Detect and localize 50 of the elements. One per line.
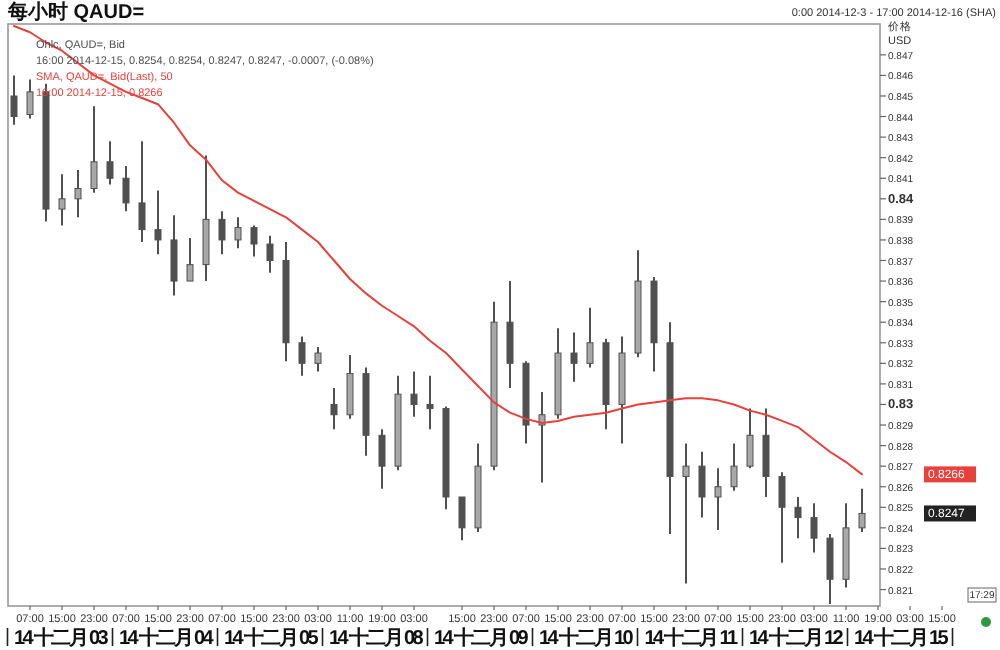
- candlestick: [586, 306, 594, 369]
- candlestick: [122, 164, 130, 213]
- candlestick: [570, 331, 578, 383]
- text: 14 十二月 15: [853, 626, 950, 650]
- text: 14 十二月 10: [538, 626, 635, 650]
- candlestick: [538, 391, 546, 484]
- candlestick: [714, 467, 722, 531]
- candlestick: [810, 502, 818, 554]
- candlestick: [682, 442, 690, 585]
- candlestick: [698, 450, 706, 519]
- candlestick: [330, 387, 338, 431]
- text: 14 十二月 08: [328, 626, 425, 650]
- candlestick: [234, 216, 242, 250]
- candlestick: [90, 105, 98, 194]
- candlestick: [762, 407, 770, 498]
- candlestick: [730, 442, 738, 492]
- candlestick: [26, 78, 34, 120]
- candlestick: [154, 189, 162, 256]
- candlestick: [186, 236, 194, 283]
- candlestick: [106, 140, 114, 186]
- candlestick: [506, 280, 514, 390]
- candlestick: [778, 471, 786, 564]
- candlestick: [298, 335, 306, 377]
- candlestick: [826, 533, 834, 605]
- text: 14 十二月 03: [13, 626, 110, 650]
- text: 14 十二月 12: [748, 626, 845, 650]
- candlestick: [378, 428, 386, 490]
- candlestick: [250, 224, 258, 258]
- chart-title: 每小时 QAUD=: [6, 0, 145, 24]
- candlestick: [10, 74, 18, 126]
- text: 14 十二月 09: [433, 626, 530, 650]
- candlestick: [346, 354, 354, 420]
- candlestick: [74, 169, 82, 219]
- candlestick: [138, 140, 146, 243]
- candlestick: [410, 370, 418, 418]
- candlestick: [746, 407, 754, 470]
- candlestick: [858, 487, 866, 533]
- candlestick: [458, 496, 466, 542]
- candlestick: [170, 214, 178, 297]
- candlestick: [202, 154, 210, 283]
- candlestick: [794, 496, 802, 540]
- candlestick: [314, 345, 322, 373]
- candlestick: [58, 173, 66, 227]
- candlestick: [266, 234, 274, 274]
- text: 14 十二月 04: [118, 626, 215, 650]
- candlestick: [218, 210, 226, 256]
- text: 14 十二月 11: [644, 626, 740, 650]
- line-series: [13, 25, 863, 476]
- text: 14 十二月 05: [223, 626, 320, 650]
- candlestick: [426, 374, 434, 431]
